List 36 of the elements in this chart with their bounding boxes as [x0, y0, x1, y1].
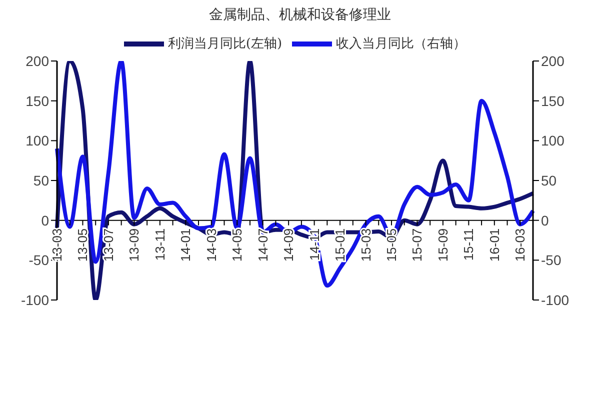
x-tick-label: 15-05 — [384, 228, 399, 262]
y-tick-label: 100 — [26, 132, 50, 149]
y2-tick-label: 100 — [541, 132, 565, 149]
y-tick-label: 0 — [41, 212, 50, 228]
x-tick-label: 13-07 — [100, 228, 116, 262]
x-tick-label: 15-01 — [332, 228, 348, 262]
y2-tick-label: 50 — [541, 172, 557, 188]
x-tick-label: 15-09 — [435, 228, 450, 262]
x-tick-label: 15-03 — [358, 228, 374, 262]
y-tick-label: -100 — [20, 292, 50, 308]
y-tick-label: 200 — [26, 52, 50, 69]
y2-tick-label: 0 — [541, 212, 549, 228]
x-tick-label: 14-11 — [306, 228, 322, 261]
x-tick-label: 14-07 — [255, 228, 270, 262]
y-tick-label: 50 — [33, 172, 50, 188]
x-tick-label: 14-09 — [281, 228, 296, 262]
y2-tick-label: 150 — [541, 92, 565, 109]
legend-label: 收入当月同比（右轴） — [336, 36, 466, 52]
x-tick-label: 15-07 — [410, 228, 425, 262]
x-tick-label: 13-05 — [75, 228, 90, 262]
y2-tick-label: -100 — [541, 292, 570, 308]
x-tick-label: 13-09 — [126, 228, 142, 262]
x-tick-label: 15-11 — [461, 228, 476, 261]
y-tick-label: -50 — [28, 252, 50, 268]
y2-tick-label: -50 — [541, 252, 562, 268]
x-tick-label: 14-03 — [204, 228, 219, 262]
x-tick-label: 13-11 — [152, 228, 168, 261]
x-tick-label: 14-05 — [230, 228, 245, 262]
legend-label: 利润当月同比(左轴) — [168, 36, 282, 52]
x-tick-label: 13-03 — [50, 228, 64, 262]
x-tick-label: 14-01 — [178, 228, 194, 262]
y2-tick-label: 200 — [541, 52, 565, 69]
x-tick-label: 16-01 — [486, 228, 502, 262]
x-tick-label: 16-03 — [512, 228, 528, 262]
y-tick-label: 150 — [26, 92, 50, 109]
chart-title: 金属制品、机械和设备修理业 — [208, 6, 392, 24]
